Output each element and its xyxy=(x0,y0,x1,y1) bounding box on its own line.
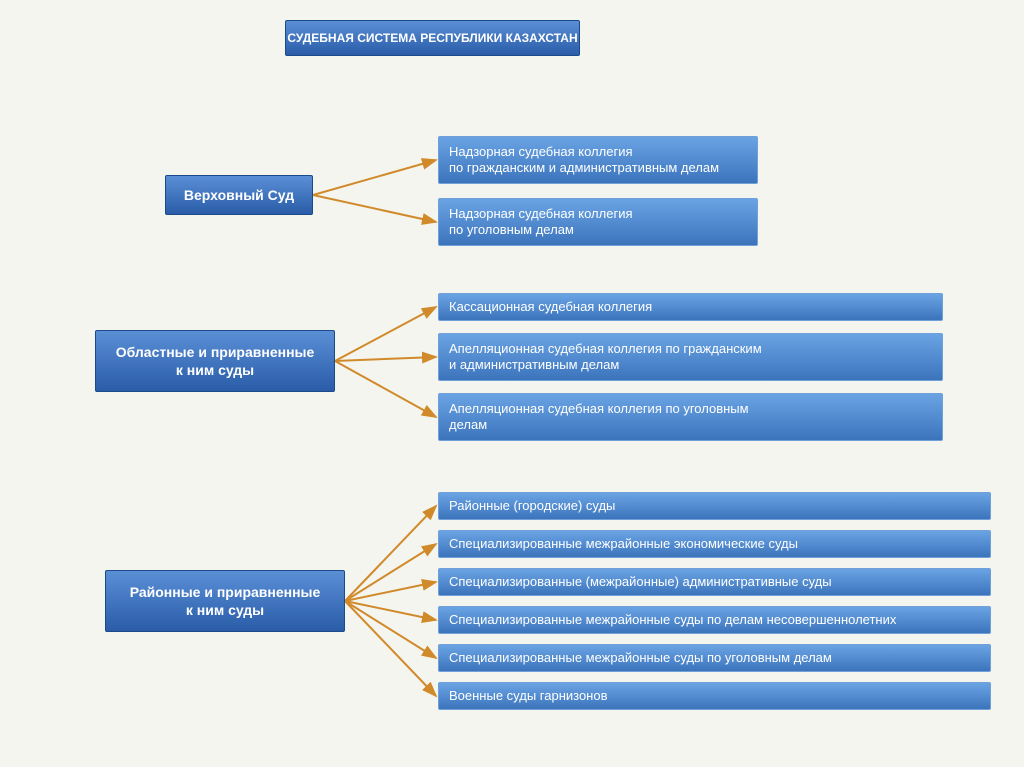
right-node: Специализированные межрайонные суды по д… xyxy=(438,606,991,634)
right-node-label: Надзорная судебная коллегия по гражданск… xyxy=(449,144,719,177)
right-node: Специализированные (межрайонные) админис… xyxy=(438,568,991,596)
right-node: Районные (городские) суды xyxy=(438,492,991,520)
right-node: Военные суды гарнизонов xyxy=(438,682,991,710)
right-node: Надзорная судебная коллегия по уголовным… xyxy=(438,198,758,246)
right-node-label: Специализированные межрайонные экономиче… xyxy=(449,536,798,552)
right-node-label: Надзорная судебная коллегия по уголовным… xyxy=(449,206,633,239)
right-node-label: Военные суды гарнизонов xyxy=(449,688,608,704)
left-node-label: Областные и приравненные к ним суды xyxy=(116,343,315,379)
right-node-label: Кассационная судебная коллегия xyxy=(449,299,652,315)
left-node-regional: Областные и приравненные к ним суды xyxy=(95,330,335,392)
right-node-label: Апелляционная судебная коллегия по гражд… xyxy=(449,341,762,374)
left-node-label: Районные и приравненные к ним суды xyxy=(130,583,321,619)
right-node: Специализированные межрайонные суды по у… xyxy=(438,644,991,672)
right-node: Надзорная судебная коллегия по гражданск… xyxy=(438,136,758,184)
right-node-label: Специализированные (межрайонные) админис… xyxy=(449,574,832,590)
right-node: Специализированные межрайонные экономиче… xyxy=(438,530,991,558)
right-node-label: Апелляционная судебная коллегия по уголо… xyxy=(449,401,749,434)
right-node-label: Специализированные межрайонные суды по д… xyxy=(449,612,896,628)
left-node-supreme: Верховный Суд xyxy=(165,175,313,215)
right-node: Апелляционная судебная коллегия по гражд… xyxy=(438,333,943,381)
right-node-label: Районные (городские) суды xyxy=(449,498,615,514)
right-node: Апелляционная судебная коллегия по уголо… xyxy=(438,393,943,441)
diagram-title: СУДЕБНАЯ СИСТЕМА РЕСПУБЛИКИ КАЗАХСТАН xyxy=(285,20,580,56)
right-node-label: Специализированные межрайонные суды по у… xyxy=(449,650,832,666)
title-text: СУДЕБНАЯ СИСТЕМА РЕСПУБЛИКИ КАЗАХСТАН xyxy=(287,31,577,45)
left-node-district: Районные и приравненные к ним суды xyxy=(105,570,345,632)
left-node-label: Верховный Суд xyxy=(184,186,294,204)
right-node: Кассационная судебная коллегия xyxy=(438,293,943,321)
